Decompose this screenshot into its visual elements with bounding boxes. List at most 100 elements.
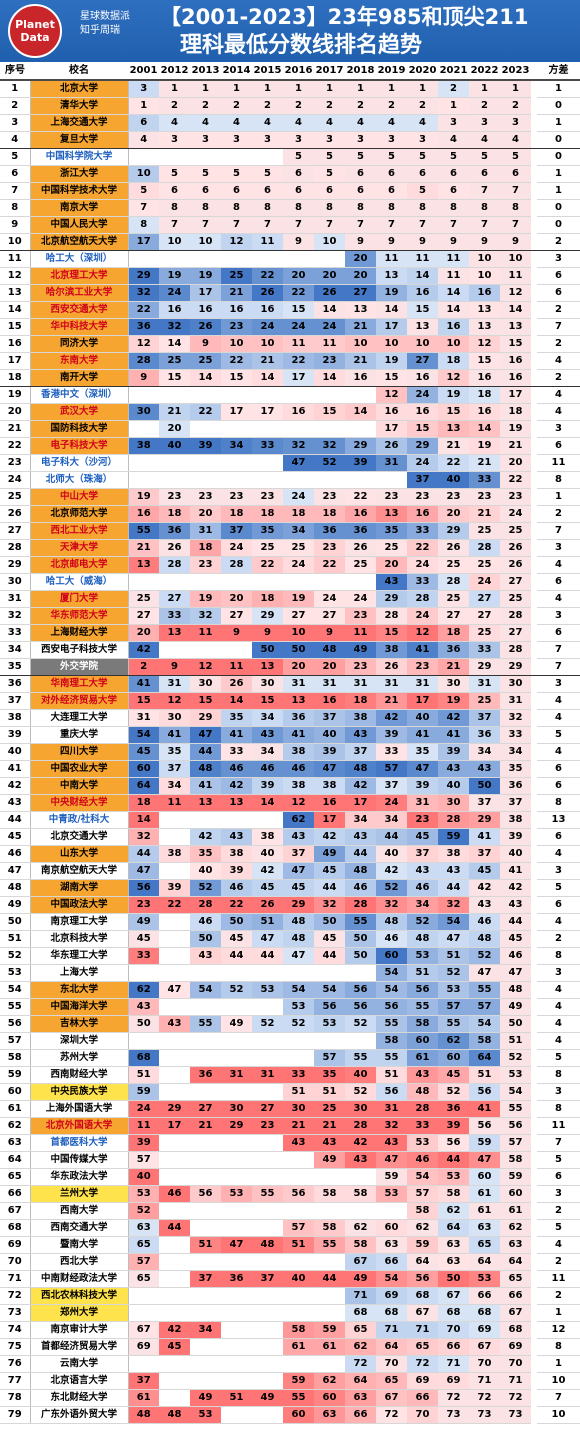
rank-cell-2015: 31 <box>252 1066 283 1084</box>
rank-cell-2019: 19 <box>376 352 407 370</box>
rank-cell-2014: 36 <box>221 1270 252 1288</box>
rank-cell-2001 <box>128 964 159 982</box>
rank-cell-2015 <box>252 1338 283 1356</box>
rank-cell-2022: 67 <box>469 1338 500 1356</box>
rank-cell-2015: 53 <box>252 981 283 999</box>
rank-cell-2016: 22 <box>283 284 314 302</box>
row-number: 52 <box>0 947 31 965</box>
rank-cell-2023: 53 <box>500 1066 531 1084</box>
rank-cell-2016: 32 <box>283 437 314 455</box>
rank-cell-2019: 69 <box>376 1287 407 1305</box>
rank-cell-2014: 42 <box>221 777 252 795</box>
rank-cell-2023: 40 <box>500 845 531 863</box>
rank-cell-2001: 8 <box>128 216 159 234</box>
variance-cell: 0 <box>537 199 580 217</box>
rank-cell-2021: 56 <box>438 1134 469 1152</box>
rank-cell-2015: 6 <box>252 182 283 200</box>
row-spacer <box>531 1185 537 1203</box>
rank-cell-2017: 40 <box>314 726 345 744</box>
rank-cell-2023: 49 <box>500 998 531 1016</box>
school-name: 上海财经大学 <box>30 624 129 642</box>
rank-cell-2017: 45 <box>314 862 345 880</box>
rank-cell-2013: 25 <box>190 352 221 370</box>
rank-cell-2001: 37 <box>128 1372 159 1390</box>
table-row: 66 兰州大学 53 46 56 53 55 56 58 58 53 57 58 61 60 3 <box>0 1185 580 1203</box>
rank-cell-2018: 52 <box>345 1083 376 1101</box>
rank-cell-2015: 22 <box>252 556 283 574</box>
rank-cell-2017: 52 <box>314 454 345 472</box>
rank-cell-2014: 41 <box>221 726 252 744</box>
row-spacer <box>531 641 537 659</box>
rank-cell-2022: 7 <box>469 182 500 200</box>
rank-cell-2020: 33 <box>407 573 438 591</box>
rank-cell-2022: 24 <box>469 573 500 591</box>
rank-cell-2018 <box>345 1032 376 1050</box>
rank-cell-2020: 68 <box>407 1287 438 1305</box>
rank-cell-2001: 41 <box>128 675 159 693</box>
school-name: 西南财经大学 <box>30 1066 129 1084</box>
rank-cell-2012 <box>159 573 190 591</box>
row-spacer <box>531 828 537 846</box>
rank-cell-2013: 49 <box>190 1389 221 1407</box>
rank-cell-2015: 50 <box>252 641 283 659</box>
rank-cell-2016: 10 <box>283 624 314 642</box>
rank-cell-2018: 9 <box>345 233 376 251</box>
table-row: 31 厦门大学 25 27 19 20 18 19 24 24 29 28 25 27 25 4 <box>0 590 580 608</box>
row-number: 53 <box>0 964 31 982</box>
rank-cell-2001 <box>128 386 159 404</box>
rank-cell-2020: 33 <box>407 1117 438 1135</box>
school-name: 西北农林科技大学 <box>30 1287 129 1305</box>
rank-cell-2012: 2 <box>159 97 190 115</box>
table-row: 61 上海外国语大学 24 29 27 30 27 30 25 30 31 28 36 41 55 8 <box>0 1100 580 1118</box>
rank-cell-2015: 34 <box>252 709 283 727</box>
rank-cell-2023: 35 <box>500 760 531 778</box>
rank-cell-2018: 17 <box>345 794 376 812</box>
rank-cell-2016: 5 <box>283 148 314 166</box>
rank-cell-2021: 39 <box>438 743 469 761</box>
row-number: 46 <box>0 845 31 863</box>
rank-cell-2012 <box>159 947 190 965</box>
rank-cell-2022: 43 <box>469 760 500 778</box>
rank-cell-2012 <box>159 1151 190 1169</box>
rank-cell-2016: 2 <box>283 97 314 115</box>
rank-cell-2023: 27 <box>500 573 531 591</box>
rank-cell-2019: 48 <box>376 913 407 931</box>
rank-cell-2023: 1 <box>500 80 531 98</box>
rank-cell-2013: 34 <box>190 1321 221 1339</box>
table-row: 35 外交学院 2 9 12 11 13 20 20 23 26 23 21 29 29 7 <box>0 658 580 676</box>
rank-cell-2016: 27 <box>283 607 314 625</box>
rank-cell-2016: 17 <box>283 369 314 387</box>
table-row: 39 重庆大学 54 41 47 41 43 41 40 43 39 41 41 36 33 5 <box>0 726 580 744</box>
row-number: 6 <box>0 165 31 183</box>
rank-cell-2013: 27 <box>190 1100 221 1118</box>
rank-cell-2001: 65 <box>128 1270 159 1288</box>
row-spacer <box>531 335 537 353</box>
rank-cell-2012 <box>159 964 190 982</box>
rank-cell-2022: 9 <box>469 233 500 251</box>
rank-cell-2019: 13 <box>376 505 407 523</box>
rank-cell-2020: 2 <box>407 97 438 115</box>
rank-cell-2013 <box>190 454 221 472</box>
rank-cell-2021: 44 <box>438 879 469 897</box>
rank-cell-2012: 6 <box>159 182 190 200</box>
school-name: 北京理工大学 <box>30 267 129 285</box>
rank-cell-2021: 59 <box>438 828 469 846</box>
rank-cell-2001: 7 <box>128 199 159 217</box>
logo-text-line1: Planet <box>15 18 55 31</box>
rank-cell-2016 <box>283 1287 314 1305</box>
rank-cell-2021: 72 <box>438 1389 469 1407</box>
rank-cell-2014 <box>221 250 252 268</box>
rank-cell-2019: 21 <box>376 692 407 710</box>
rank-cell-2023: 28 <box>500 641 531 659</box>
rank-cell-2022: 70 <box>469 1355 500 1373</box>
column-header-9: 2018 <box>345 62 376 81</box>
table-row: 65 华东政法大学 40 59 54 53 60 59 6 <box>0 1168 580 1186</box>
rank-cell-2013: 36 <box>190 1066 221 1084</box>
rank-cell-2015: 18 <box>252 505 283 523</box>
school-name: 哈尔滨工业大学 <box>30 284 129 302</box>
rank-cell-2020: 67 <box>407 1304 438 1322</box>
rank-cell-2021: 36 <box>438 1100 469 1118</box>
row-spacer <box>531 981 537 999</box>
rank-cell-2022: 34 <box>469 743 500 761</box>
rank-cell-2017: 2 <box>314 97 345 115</box>
